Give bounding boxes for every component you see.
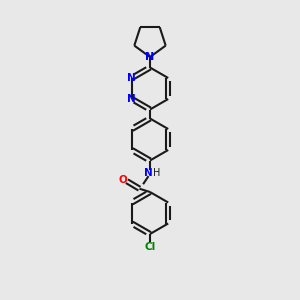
Text: O: O	[118, 175, 127, 185]
Text: H: H	[153, 168, 160, 178]
Text: N: N	[128, 73, 136, 83]
Text: N: N	[128, 94, 136, 104]
Text: N: N	[144, 168, 153, 178]
Text: Cl: Cl	[144, 242, 156, 252]
Text: N: N	[146, 52, 154, 62]
